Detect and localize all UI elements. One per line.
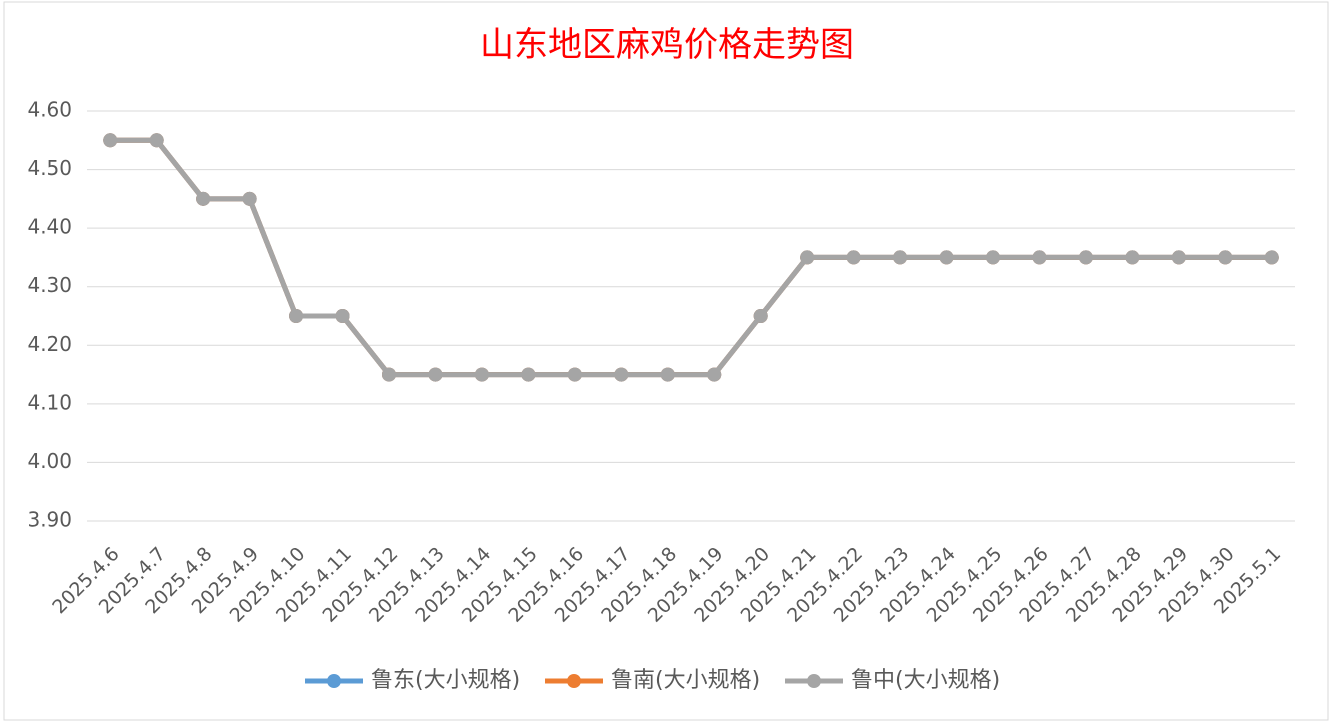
point xyxy=(753,309,768,323)
point xyxy=(893,250,908,265)
point xyxy=(800,250,815,265)
series-line xyxy=(110,137,1272,378)
point xyxy=(986,250,1000,265)
y-tick-label: 3.90 xyxy=(27,508,72,532)
point xyxy=(289,309,304,323)
point xyxy=(939,250,954,265)
y-tick-label: 4.30 xyxy=(27,273,72,297)
point xyxy=(846,250,861,265)
point xyxy=(614,367,629,382)
point xyxy=(1032,250,1047,265)
point xyxy=(1218,250,1233,265)
point xyxy=(707,367,722,382)
chart-border xyxy=(3,1,1329,721)
point xyxy=(567,367,582,382)
legend-label: 鲁南(大小规格) xyxy=(611,668,760,693)
point xyxy=(382,367,396,382)
point xyxy=(335,309,350,323)
point xyxy=(1125,250,1140,265)
chart-title: 山东地区麻鸡价格走势图 xyxy=(480,25,854,65)
point xyxy=(521,367,536,382)
legend-marker xyxy=(327,674,341,688)
point xyxy=(660,367,675,382)
point xyxy=(1264,250,1279,265)
point xyxy=(1078,250,1093,265)
y-tick-label: 4.00 xyxy=(27,449,72,473)
y-tick-label: 4.20 xyxy=(27,332,72,356)
y-tick-label: 4.60 xyxy=(27,98,72,122)
point xyxy=(1171,250,1186,265)
point xyxy=(149,133,164,148)
legend-marker xyxy=(567,674,581,688)
legend-label: 鲁中(大小规格) xyxy=(851,668,1000,693)
point xyxy=(474,367,489,382)
legend-marker xyxy=(807,674,821,688)
point xyxy=(196,191,211,206)
legend-label: 鲁东(大小规格) xyxy=(371,668,520,693)
y-tick-label: 4.10 xyxy=(27,390,72,414)
point xyxy=(242,191,257,206)
point xyxy=(428,367,443,382)
y-tick-label: 4.50 xyxy=(27,156,72,180)
y-tick-label: 4.40 xyxy=(27,215,72,239)
point xyxy=(103,133,118,148)
